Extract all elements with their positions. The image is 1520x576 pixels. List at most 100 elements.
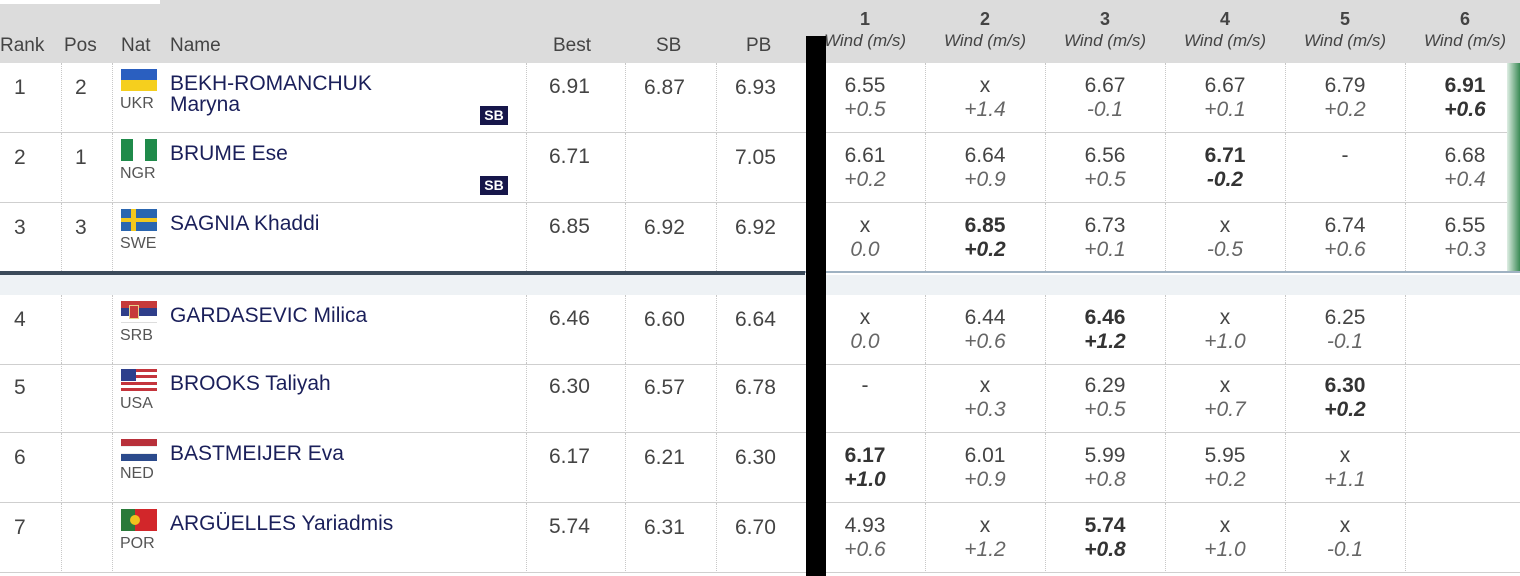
pb-cell: 6.78 [735, 376, 776, 399]
attempt-wind: +0.5 [1084, 168, 1126, 191]
attempt-wind: +0.4 [1444, 168, 1486, 191]
column-separator [1165, 363, 1166, 433]
header-sb[interactable]: SB [656, 35, 682, 56]
table-row[interactable]: 2 1 NGR BRUME Ese SB 6.71 7.05 6.61 +0.2 6.64 +0.9… [0, 133, 1520, 203]
attempt-mark: 6.91 [1444, 74, 1486, 97]
column-separator [1405, 203, 1406, 273]
column-separator [625, 503, 626, 573]
header-rank[interactable]: Rank [0, 35, 45, 56]
attempt-wind: -0.1 [1326, 538, 1364, 561]
position-cell: 2 [75, 76, 87, 99]
column-separator [1045, 503, 1046, 573]
attempt-5-header: 5 [1339, 9, 1350, 29]
header-best[interactable]: Best [553, 35, 592, 56]
athlete-name-line[interactable]: ARGÜELLES Yariadmis [170, 512, 394, 535]
nat-code: USA [120, 395, 153, 412]
column-separator [1285, 433, 1286, 503]
athlete-name-line[interactable]: BROOKS Taliyah [170, 372, 331, 395]
best-cell: 6.91 [549, 75, 590, 98]
column-separator [61, 433, 62, 503]
athlete-name[interactable]: ARGÜELLES Yariadmis [170, 513, 393, 534]
flag-icon [121, 139, 157, 161]
athlete-name-line[interactable]: SAGNIA Khaddi [170, 212, 320, 235]
season-best-badge: SB [480, 176, 508, 195]
column-separator [1285, 63, 1286, 133]
column-separator [1405, 433, 1406, 503]
athlete-name-line[interactable]: BASTMEIJER Eva [170, 442, 344, 465]
rank-cell: 4 [14, 308, 26, 331]
attempt-wind: +0.6 [844, 538, 886, 561]
header-pos[interactable]: Pos [64, 35, 97, 56]
athlete-name[interactable]: BROOKS Taliyah [170, 373, 331, 394]
column-separator [1045, 363, 1046, 433]
season-best-badge: SB [480, 106, 508, 125]
column-separator [716, 203, 717, 273]
column-separator [1045, 203, 1046, 273]
athlete-name-line[interactable]: GARDASEVIC Milica [170, 304, 368, 327]
column-separator [925, 63, 926, 133]
rank-cell: 1 [14, 76, 26, 99]
athlete-name[interactable]: BRUME Ese [170, 143, 288, 164]
nat-code: NED [120, 465, 154, 482]
nat-code: SRB [120, 327, 153, 344]
attempt-mark: 6.46 [1084, 306, 1126, 329]
table-row[interactable]: 5 USA BROOKS Taliyah 6.30 6.57 6.78- x +0.3 6.29… [0, 363, 1520, 433]
attempt-wind: +0.2 [964, 238, 1006, 261]
attempt-wind: +0.6 [1444, 98, 1486, 121]
column-separator [112, 203, 113, 273]
column-separator [1405, 63, 1406, 133]
final-cut-separator [0, 271, 805, 275]
column-separator [1045, 63, 1046, 133]
athlete-name[interactable]: GARDASEVIC Milica [170, 305, 367, 326]
attempt-mark: x [1219, 306, 1231, 329]
row-divider [0, 202, 1520, 203]
attempt-wind: 0.0 [850, 330, 880, 353]
column-separator [1285, 133, 1286, 203]
column-separator [61, 363, 62, 433]
athlete-name-line[interactable]: BEKH-ROMANCHUK [170, 72, 372, 95]
column-separator [112, 133, 113, 203]
table-row[interactable]: 3 3 SWE SAGNIA Khaddi 6.85 6.92 6.92 x 0.0 6.85 +0… [0, 203, 1520, 273]
attempt-mark: 6.29 [1084, 374, 1126, 397]
athlete-name-line[interactable]: Maryna [170, 93, 241, 116]
flag-icon [121, 301, 157, 323]
best-cell: 6.17 [549, 445, 590, 468]
attempt-mark: x [859, 214, 871, 237]
table-row[interactable]: 4 SRB GARDASEVIC Milica 6.46 6.60 6.64 x 0.0 6.4… [0, 295, 1520, 365]
table-row[interactable]: 1 2 UKR BEKH-ROMANCHUK Maryna SB 6.91 6.87 6.93 6… [0, 63, 1520, 133]
athlete-name[interactable]: SAGNIA Khaddi [170, 213, 319, 234]
attempt-mark: 6.85 [964, 214, 1006, 237]
column-separator [526, 503, 527, 573]
athlete-name[interactable]: BEKH-ROMANCHUK Maryna [170, 73, 372, 115]
column-separator [925, 203, 926, 273]
header-nat[interactable]: Nat [121, 35, 151, 56]
athlete-name-line[interactable]: BRUME Ese [170, 142, 288, 165]
attempt-wind: +0.1 [1204, 98, 1246, 121]
athlete-name[interactable]: BASTMEIJER Eva [170, 443, 344, 464]
column-separator [61, 295, 62, 365]
rank-cell: 6 [14, 446, 26, 469]
table-row[interactable]: 7 POR ARGÜELLES Yariadmis 5.74 6.31 6.70 4.93 +… [0, 503, 1520, 573]
column-separator [112, 363, 113, 433]
results-table-header [0, 0, 1520, 63]
column-separator [625, 295, 626, 365]
header-pb[interactable]: PB [746, 35, 772, 56]
column-separator [1045, 133, 1046, 203]
row-divider [0, 502, 1520, 503]
rank-cell: 3 [14, 216, 26, 239]
table-row[interactable]: 6 NED BASTMEIJER Eva 6.17 6.21 6.30 6.17 +1.0 6.… [0, 433, 1520, 503]
column-separator [526, 433, 527, 503]
attempt-3-wind-label: Wind (m/s) [1063, 31, 1146, 50]
attempt-wind: -0.5 [1206, 238, 1244, 261]
column-separator [112, 433, 113, 503]
attempt-wind: +1.0 [1204, 538, 1246, 561]
attempt-wind: +0.9 [964, 468, 1006, 491]
attempt-wind: +0.7 [1204, 398, 1246, 421]
header-name[interactable]: Name [170, 35, 221, 56]
separator-gap [0, 275, 1520, 295]
column-separator [1285, 363, 1286, 433]
best-cell: 6.71 [549, 145, 590, 168]
attempt-4-header: 4 [1219, 9, 1230, 29]
column-separator [625, 203, 626, 273]
best-cell: 6.30 [549, 375, 590, 398]
